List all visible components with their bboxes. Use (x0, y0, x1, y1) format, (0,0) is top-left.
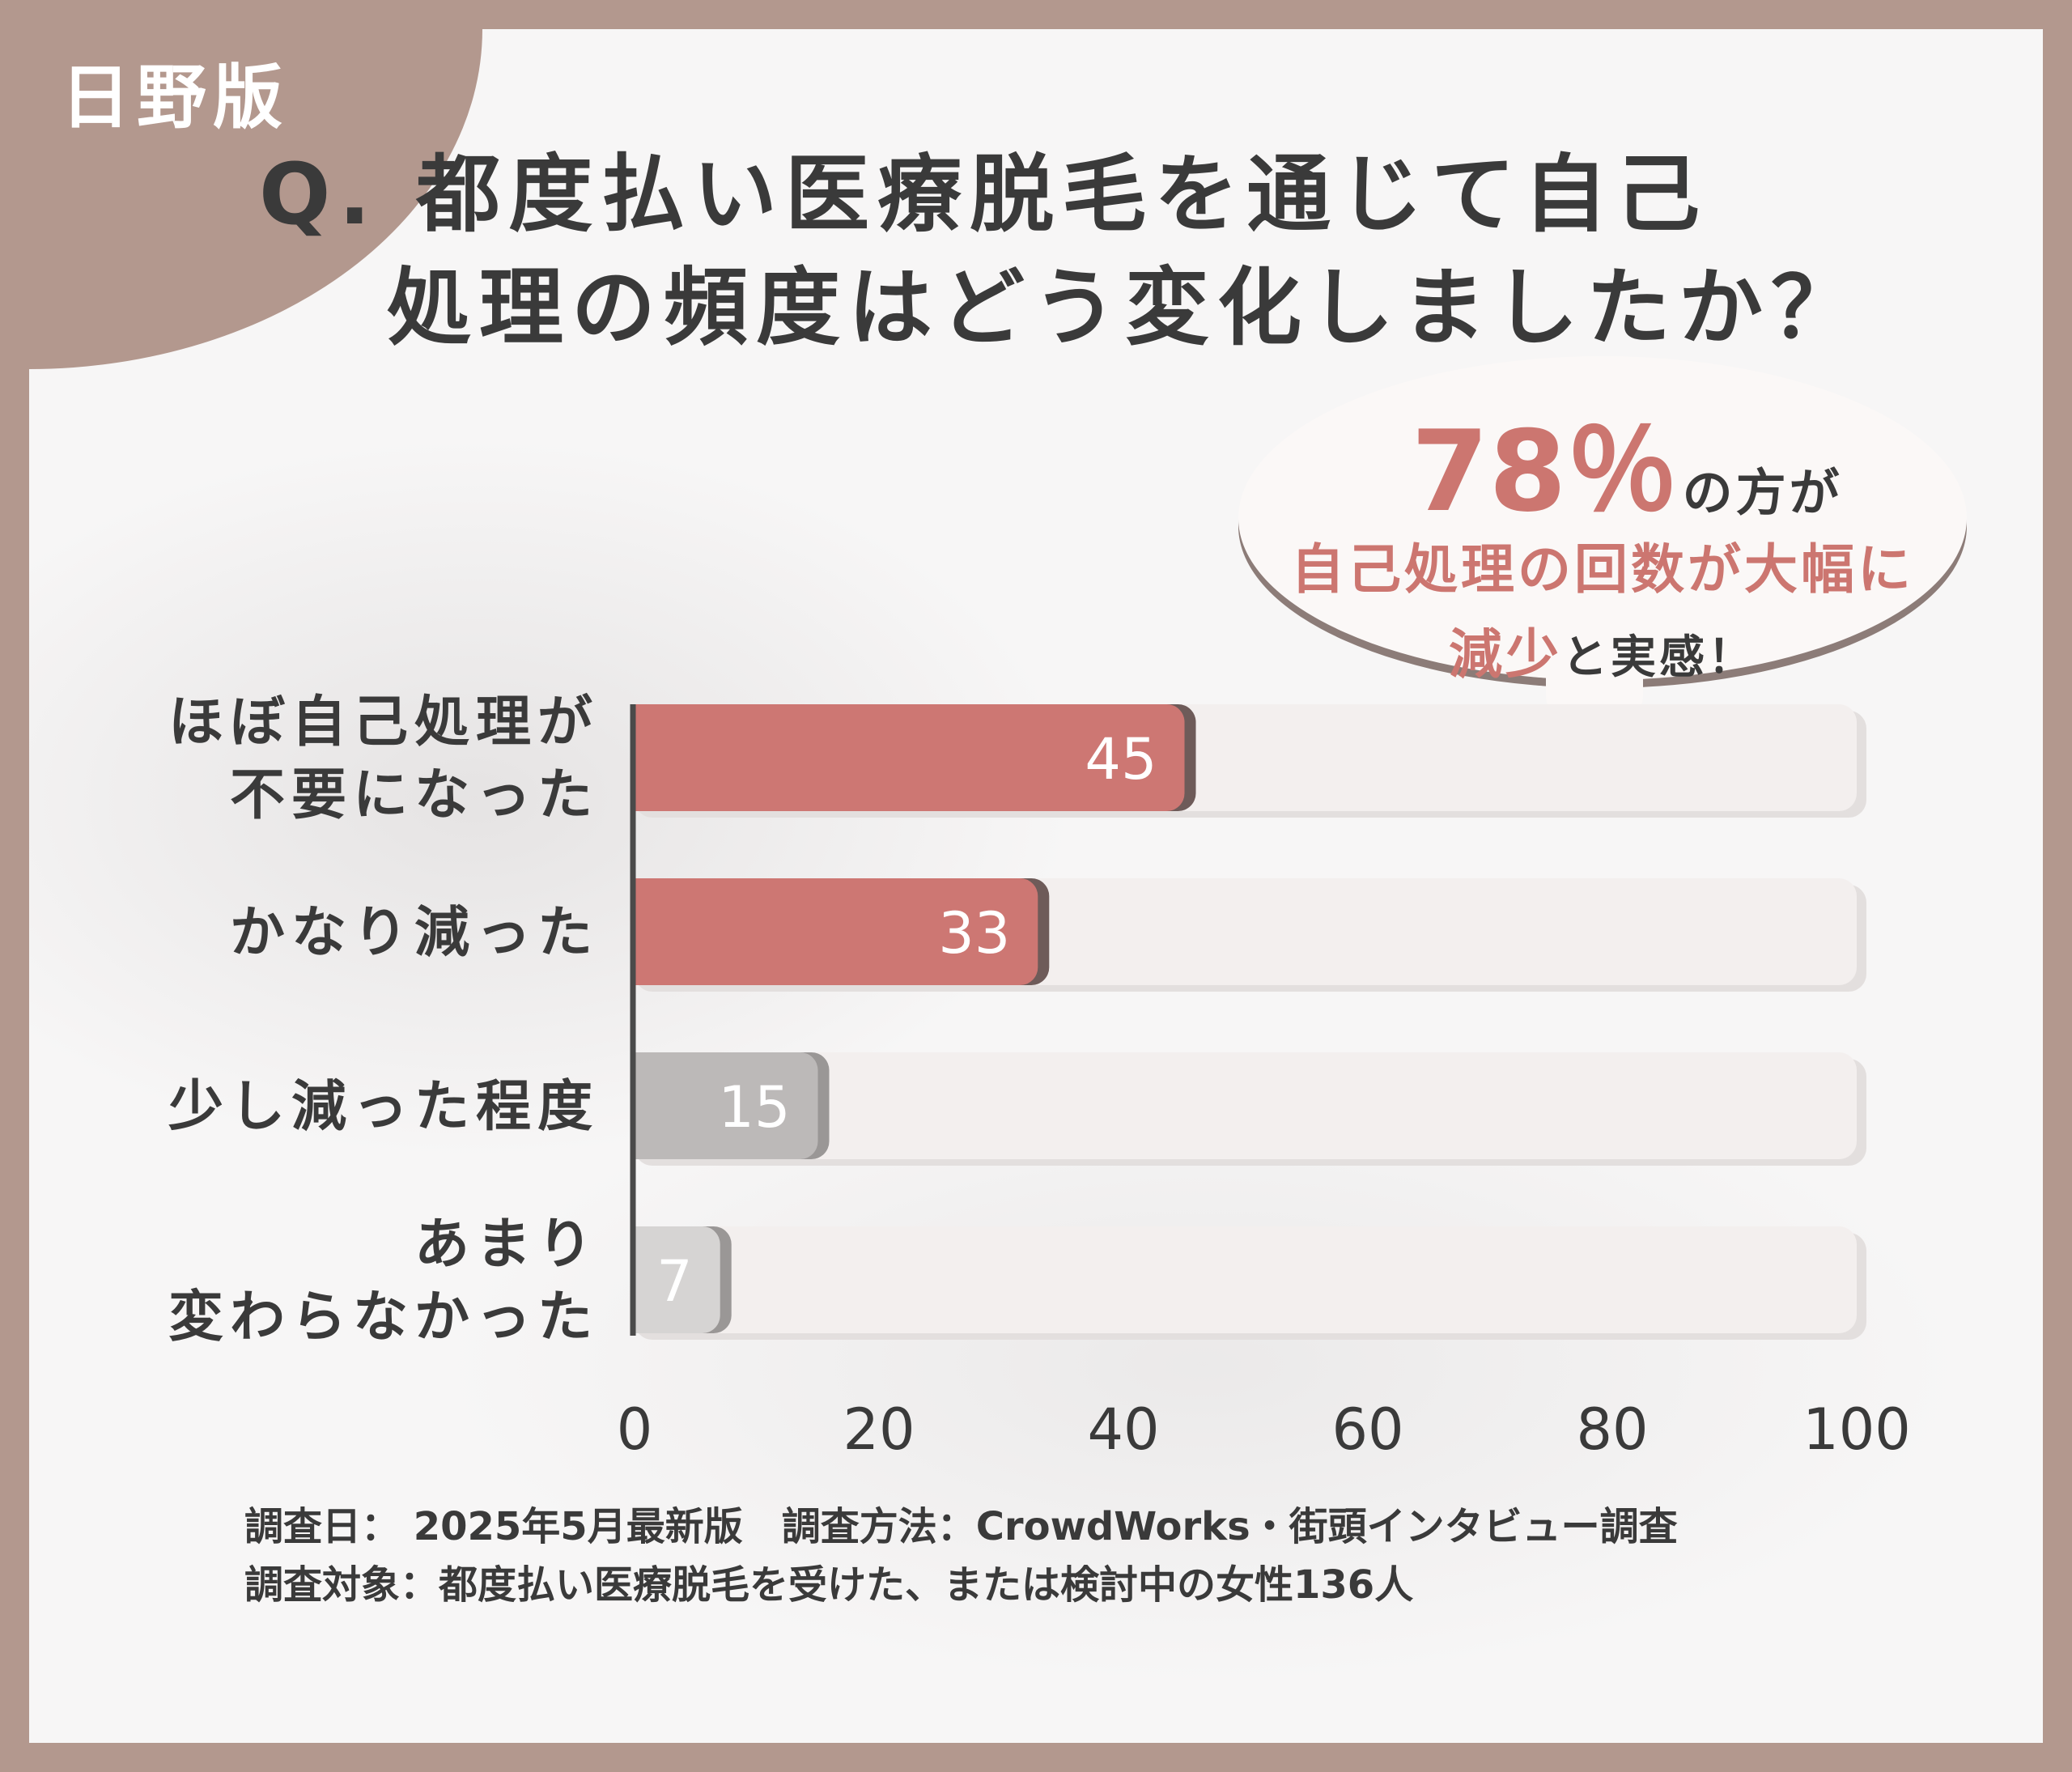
callout-percent-suffix: の方が (1682, 463, 1843, 522)
callout-headline: 78％ の方が (1376, 380, 1878, 542)
survey-footnote: 調査日： 2025年5月最新版 調査方法：CrowdWorks・街頭インタビュー… (244, 1498, 1678, 1614)
bar-value-label: 7 (656, 1248, 693, 1315)
bar (635, 878, 1038, 985)
x-tick-label: 60 (1331, 1396, 1403, 1463)
category-label: 少し減った程度 (168, 1075, 599, 1139)
question-line-2: 処理の頻度はどう変化しましたか？ (387, 258, 1864, 357)
category-label: 変わらなかった (168, 1285, 599, 1349)
x-tick-label: 80 (1576, 1396, 1648, 1463)
brand-label: 日野版 (61, 57, 289, 138)
bar (635, 1052, 818, 1159)
category-label: あまり (414, 1213, 599, 1277)
x-tick-label: 20 (843, 1396, 915, 1463)
category-label: ほぼ自己処理が (168, 691, 599, 754)
bar-value-label: 15 (718, 1074, 790, 1141)
callout-line-3-rest: と実感！ (1562, 631, 1756, 684)
bar-track (635, 1226, 1857, 1333)
bar (635, 704, 1185, 811)
footnote-line-1: 調査日： 2025年5月最新版 調査方法：CrowdWorks・街頭インタビュー… (244, 1504, 1678, 1549)
speech-bubble-shape (1238, 356, 1967, 680)
callout-line-2: 自己処理の回数が大幅に (1291, 538, 1914, 601)
callout-percent: 78％ (1411, 406, 1679, 537)
bar-track (635, 1052, 1857, 1159)
question-line-1: Q. 都度払い医療脱毛を通じて自己 (259, 145, 1709, 244)
bar-base (635, 878, 667, 985)
callout-highlight: 減少 (1449, 623, 1562, 686)
x-tick-label: 40 (1087, 1396, 1159, 1463)
bar-base (635, 1226, 667, 1333)
bar-value-label: 33 (938, 900, 1010, 967)
category-label: 不要になった (230, 763, 599, 827)
footnote-line-2: 調査対象：都度払い医療脱毛を受けた、または検討中の女性136人 (244, 1562, 1414, 1608)
bar-value-label: 45 (1085, 726, 1157, 793)
question-title: Q. 都度払い医療脱毛を通じて自己 処理の頻度はどう変化しましたか？ (259, 138, 1863, 364)
bar-base (635, 704, 667, 811)
x-tick-label: 100 (1802, 1396, 1911, 1463)
callout-line-3: 減少と実感！ (1238, 611, 1967, 689)
x-tick-label: 0 (617, 1396, 653, 1463)
bar-base (635, 1052, 667, 1159)
category-label: かなり減った (230, 901, 599, 965)
